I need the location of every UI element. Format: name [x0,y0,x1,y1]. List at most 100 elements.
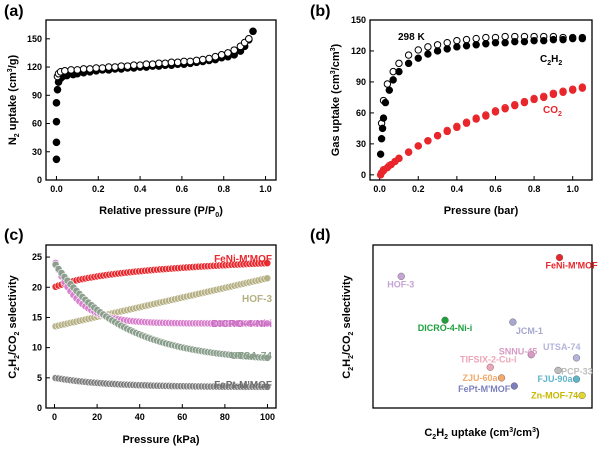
co2-adsorption-point [404,148,413,156]
co2-adsorption-point [491,108,500,116]
panel-c-xlabel: Pressure (kPa) [122,434,199,446]
desorption-point [117,62,126,70]
c2h2-adsorption-point [462,42,471,50]
c2h2-adsorption-point [501,39,509,47]
co2-adsorption-point [453,123,461,132]
desorption-point [148,60,157,69]
panel-b-xtick-label: 1.0 [566,184,579,194]
panel-c-ytick-label: 0 [37,403,42,413]
c2h2-desorption-point [404,51,413,59]
c2h2-adsorption-point [381,98,390,107]
co2-adsorption-point [443,127,451,136]
panel-a-xtick-label: 1.0 [259,184,272,194]
panel-a-ytick-label: 60 [32,119,42,129]
zju-60a-point [497,374,506,382]
desorption-point [130,61,138,69]
panel-b-co2-label: CO2 [543,105,562,118]
feni-m-mof-label: FeNi-M'MOF [546,261,599,271]
panel-c-ylabel: C2H2/CO2 selectivity [7,274,21,378]
c2h2-adsorption-point [433,47,442,55]
panel-c-ytick-label: 20 [32,282,42,292]
jcm-1-label: JCM-1 [516,326,543,336]
panel-b-label: (b) [310,3,330,20]
desorption-point [86,65,94,73]
c2h2-desorption-point [443,39,451,47]
feni-m-mof-point [555,253,564,262]
co2-adsorption-point [414,142,422,150]
panel-b-ytick-label: 30 [356,139,366,149]
c2h2-adsorption-point [491,39,500,47]
panel-b-c2h2-label: C2H2 [540,54,562,67]
panel-b-xtick-label: 0.2 [412,184,425,194]
panel-c-xtick-label: 100 [260,412,275,422]
c2h2-adsorption-point [559,35,567,44]
c2h2-adsorption-point [578,34,587,43]
desorption-point [211,52,220,61]
panel-b-plot-area [369,19,593,181]
panel-a-label: (a) [4,3,24,20]
panel-d: (d) FeNi-M'MOF HOF-3 DICRO-4-Ni-i JCM-1 SNNU… [310,227,598,441]
c2h2-desorption-point [433,41,442,49]
panel-b-xtick-label: 0.8 [528,184,541,194]
panel-a-ylabel: N2 uptake (cm3/g) [7,54,21,145]
panel-a-plot-area [45,19,277,181]
c2h2-adsorption-point [389,76,397,84]
panel-b-ytick-label: 60 [356,108,366,118]
desorption-point [199,55,207,64]
panel-c-hof3-label: HOF-3 [242,294,272,305]
panel-a-xtick-label: 0.4 [134,184,147,194]
panel-c-xtick-label: 60 [177,412,187,422]
c2h2-adsorption-point [378,124,387,133]
desorption-point [230,46,238,54]
fju-90a-label: FJU-90a [537,374,573,384]
dicro-4-ni-i-point [441,316,449,324]
pcp-33-label: PCP-33 [561,366,593,376]
panel-d-xlabel: C2H2 uptake (cm3/cm3) [424,427,540,441]
c2h2-adsorption-point [472,41,480,49]
panel-c-dicro-label: DICRO-4-Ni-i [211,319,272,330]
desorption-point [224,49,232,57]
panel-d-label: (d) [310,227,330,244]
panel-c-ytick-label: 10 [32,343,42,353]
panel-b-xlabel: Pressure (bar) [444,205,519,217]
c2h2-adsorption-point [424,50,432,58]
co2-adsorption-point [462,119,471,127]
hof-3-point [263,274,272,283]
panel-a-marks [52,27,257,164]
adsorption-point [52,117,61,126]
fept-m-mof-point [510,382,518,390]
desorption-point [111,63,119,71]
panel-b-ticks: 0.0 0.2 0.4 0.6 0.8 1.0 0 30 60 90 120 150 [351,15,579,194]
fept-m-mof-label: FePt-M'MOF [458,384,511,394]
c2h2-adsorption-point [520,37,529,46]
adsorption-point [52,99,61,107]
tifsix-2-cu-i-label: TIFSIX-2-Cu-i [460,354,517,364]
c2h2-adsorption-point [443,45,451,53]
c2h2-desorption-point [383,80,392,88]
panel-b-xtick-label: 0.4 [451,184,464,194]
c2h2-desorption-point [462,35,471,44]
panel-c-marks [51,258,272,391]
co2-adsorption-point [433,131,442,140]
panel-b-xtick-label: 0.0 [373,184,386,194]
c2h2-desorption-point [501,32,509,41]
c2h2-adsorption-point [404,59,413,68]
utsa-74-point [263,353,272,362]
zju-60a-label: ZJU-60a [463,373,499,383]
snnu-45-point [527,351,535,359]
co2-adsorption-point [578,84,587,92]
desorption-point [161,59,169,68]
adsorption-point [52,138,61,147]
desorption-point [142,60,151,69]
dicro-4-ni-i-label: DICRO-4-Ni-i [418,323,473,333]
c2h2-adsorption-point [540,36,548,45]
panel-c-xtick-label: 20 [92,412,102,422]
dicro-4-ni-i-point [263,319,272,328]
c2h2-adsorption-point [482,40,490,48]
fju-90a-point [572,375,581,383]
hof-3-label: HOF-3 [387,279,414,289]
co2-adsorption-point [540,93,548,102]
pcp-33-point [554,366,562,374]
c2h2-adsorption-point [376,150,385,158]
